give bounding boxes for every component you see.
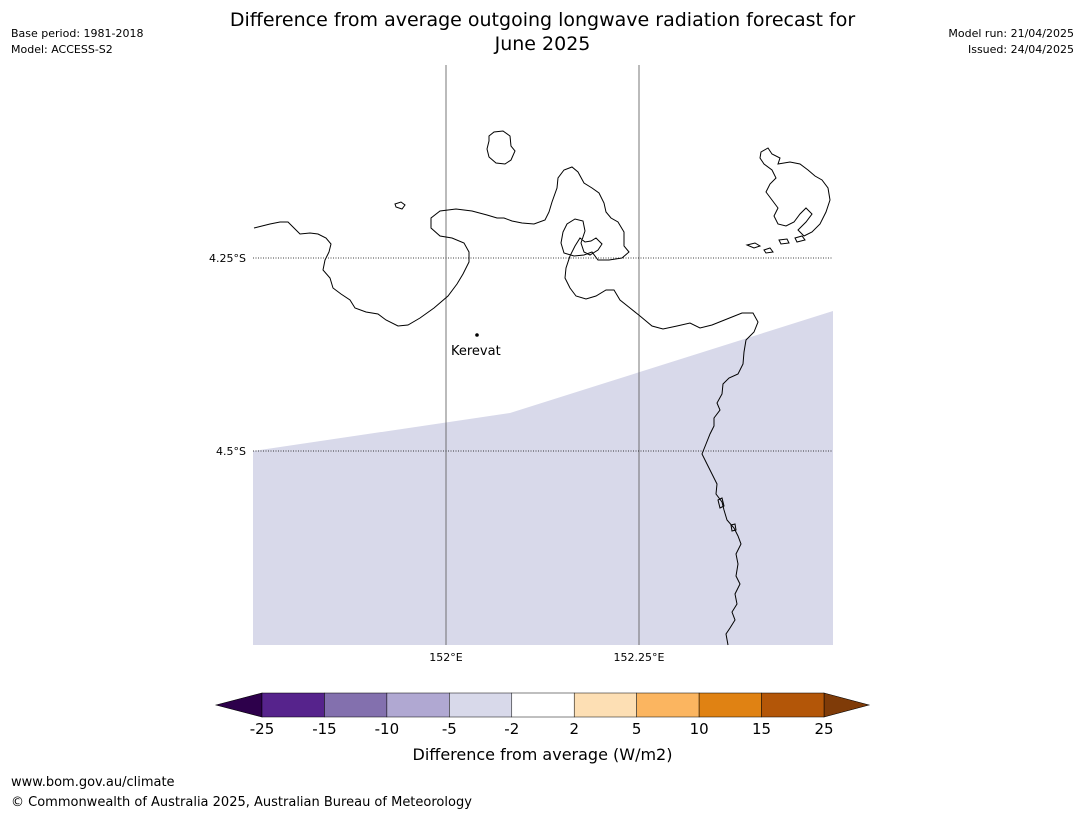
colorbar-tick-label: 5 <box>631 720 642 738</box>
colorbar-bin <box>761 692 825 718</box>
coastline-islet-east-3 <box>778 238 790 245</box>
colorbar-bin <box>261 692 325 718</box>
coastline-islet-west <box>394 201 406 210</box>
model-run-text: Model run: 21/04/2025 <box>948 27 1074 40</box>
colorbar-tick-label: 2 <box>569 720 579 738</box>
title-line-2: June 2025 <box>494 33 591 55</box>
colorbar-bin <box>324 692 388 718</box>
colorbar-tick-label: -15 <box>312 720 337 738</box>
coastline-islet-north <box>486 130 516 165</box>
footer-url: www.bom.gov.au/climate <box>11 775 175 790</box>
coastline-islet-east-2 <box>763 247 774 254</box>
coastline-islet-east-1 <box>745 242 762 249</box>
colorbar-bin <box>698 692 762 718</box>
coastline-islet-east-4 <box>794 235 806 243</box>
colorbar-tick-labels: -25 -15 -10 -5 -2 2 5 10 15 25 <box>0 720 1085 740</box>
lon-label-152e: 152°E <box>429 651 462 664</box>
map-title: Difference from average outgoing longwav… <box>190 8 895 56</box>
coastline-islet-east-5 <box>717 497 725 509</box>
colorbar-bin <box>386 692 450 718</box>
kerevat-marker <box>475 333 479 337</box>
anomaly-fill-region <box>253 311 833 645</box>
coastline-gazelle <box>253 166 759 646</box>
colorbar <box>214 692 871 718</box>
coastline-islet-east-6 <box>730 523 737 532</box>
colorbar-tick-label: -25 <box>249 720 275 738</box>
colorbar-tick-label: 10 <box>689 720 709 738</box>
colorbar-tick-label: -10 <box>374 720 400 738</box>
colorbar-tick-label: 15 <box>752 720 772 738</box>
coastline <box>253 130 831 646</box>
colorbar-bin <box>573 692 637 718</box>
footer-copyright: © Commonwealth of Australia 2025, Austra… <box>11 795 472 810</box>
run-info: Model run: 21/04/2025 Issued: 24/04/2025 <box>948 26 1074 58</box>
title-line-1: Difference from average outgoing longwav… <box>229 9 856 31</box>
coastline-duke-of-york <box>759 147 831 237</box>
colorbar-bin <box>449 692 513 718</box>
lat-label-4-25s: 4.25°S <box>209 252 246 265</box>
colorbar-bin <box>511 692 575 718</box>
colorbar-bin <box>636 692 700 718</box>
kerevat-label: Kerevat <box>451 344 501 359</box>
colorbar-tick-label: -5 <box>441 720 457 738</box>
model-text: Model: ACCESS-S2 <box>11 43 113 56</box>
base-period-text: Base period: 1981-2018 <box>11 27 144 40</box>
colorbar-under-arrow <box>214 692 263 718</box>
colorbar-tick-label: 25 <box>814 720 834 738</box>
colorbar-tick-label: -2 <box>504 720 520 738</box>
lon-label-152-25e: 152.25°E <box>614 651 665 664</box>
issued-text: Issued: 24/04/2025 <box>967 43 1074 56</box>
colorbar-title: Difference from average (W/m2) <box>412 745 673 764</box>
lat-label-4-5s: 4.5°S <box>216 445 246 458</box>
model-info: Base period: 1981-2018 Model: ACCESS-S2 <box>11 26 143 58</box>
colorbar-over-arrow <box>823 692 871 718</box>
